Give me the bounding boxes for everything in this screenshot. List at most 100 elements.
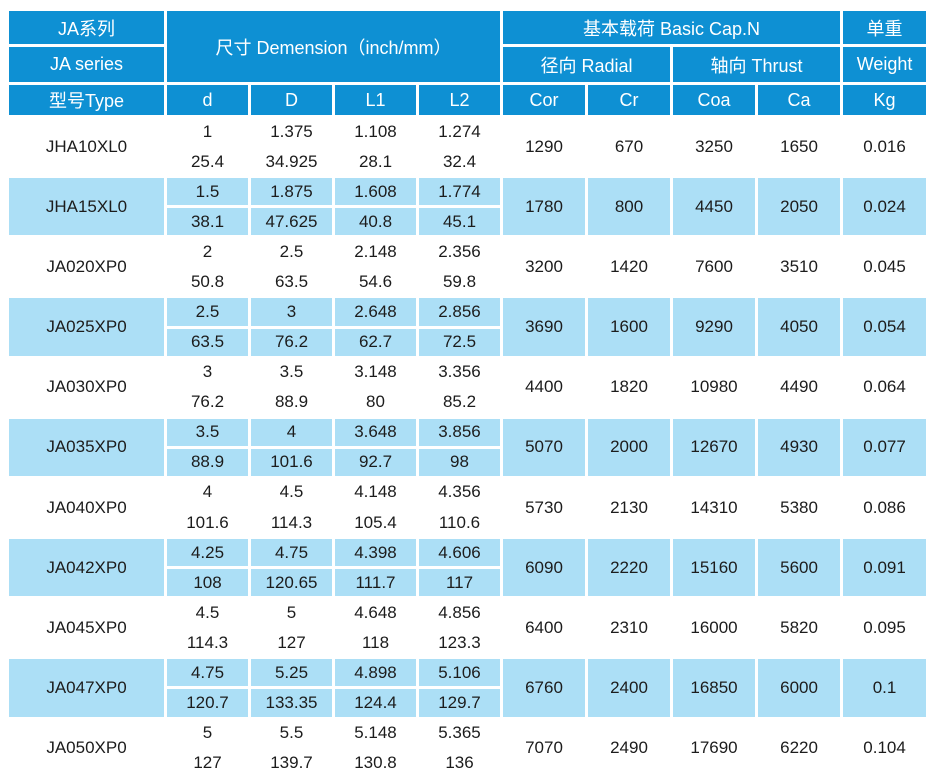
dim-mm-cell: 50.8 bbox=[164, 265, 251, 299]
table-row: JA047XP0 4.75 5.25 4.898 5.106 6760 2400 16850 6… bbox=[6, 656, 930, 720]
dim-inch-cell: 3.648 bbox=[332, 415, 419, 449]
dim-inch-cell: 4.398 bbox=[332, 536, 419, 570]
model-cell: JHA10XL0 bbox=[6, 114, 167, 179]
model-cell: JA047XP0 bbox=[6, 656, 167, 720]
dim-inch-cell: 5.365 bbox=[416, 716, 503, 750]
ca-cell: 2050 bbox=[754, 175, 844, 239]
ca-cell: 6220 bbox=[754, 716, 844, 781]
dim-inch-cell: 4.898 bbox=[332, 656, 419, 690]
dim-mm-cell: 63.5 bbox=[164, 325, 251, 359]
ca-cell: 4490 bbox=[754, 355, 844, 419]
dim-mm-cell: 34.925 bbox=[248, 145, 335, 179]
col-header-D: D bbox=[248, 82, 335, 118]
coa-cell: 10980 bbox=[670, 355, 758, 419]
bearing-spec-table: JA系列 尺寸 Demension（inch/mm） 基本载荷 Basic Ca… bbox=[6, 8, 930, 781]
ca-cell: 3510 bbox=[754, 235, 844, 299]
model-cell: JA045XP0 bbox=[6, 596, 167, 660]
coa-cell: 9290 bbox=[670, 295, 758, 359]
table-row: JA040XP0 4 4.5 4.148 4.356 5730 2130 14310 5380 0… bbox=[6, 475, 930, 540]
weight-header-cn: 单重 bbox=[840, 8, 930, 47]
dim-inch-cell: 1.774 bbox=[416, 175, 503, 209]
dim-inch-cell: 2.5 bbox=[164, 295, 251, 329]
table-row: JA020XP0 2 2.5 2.148 2.356 3200 1420 7600 3510 0.… bbox=[6, 235, 930, 299]
dim-mm-cell: 62.7 bbox=[332, 325, 419, 359]
dim-inch-cell: 4.606 bbox=[416, 536, 503, 570]
coa-cell: 14310 bbox=[670, 475, 758, 540]
model-cell: JA025XP0 bbox=[6, 295, 167, 359]
cor-cell: 6090 bbox=[500, 536, 588, 600]
kg-cell: 0.064 bbox=[840, 355, 930, 419]
dim-inch-cell: 4.648 bbox=[332, 596, 419, 630]
col-header-type: 型号Type bbox=[6, 82, 167, 118]
table-row: 88.9 101.6 92.7 98 bbox=[8, 445, 928, 479]
col-header-cor: Cor bbox=[500, 82, 588, 118]
cor-cell: 6400 bbox=[500, 596, 588, 660]
dim-inch-cell: 4 bbox=[248, 415, 335, 449]
cor-cell: 3200 bbox=[500, 235, 588, 299]
cor-cell: 3690 bbox=[500, 295, 588, 359]
dim-mm-cell: 88.9 bbox=[248, 385, 335, 419]
dim-inch-cell: 5.5 bbox=[248, 716, 335, 750]
dim-mm-cell: 108 bbox=[164, 566, 251, 600]
cor-cell: 6760 bbox=[500, 656, 588, 720]
coa-cell: 16850 bbox=[670, 656, 758, 720]
dim-mm-cell: 117 bbox=[416, 566, 503, 600]
table-row: 25.4 34.925 28.1 32.4 bbox=[8, 145, 928, 179]
dim-inch-cell: 2.856 bbox=[416, 295, 503, 329]
ca-cell: 5820 bbox=[754, 596, 844, 660]
cor-cell: 5070 bbox=[500, 415, 588, 479]
table-row: JHA15XL0 1.5 1.875 1.608 1.774 1780 800 4450 205… bbox=[6, 175, 930, 239]
table-row: 63.5 76.2 62.7 72.5 bbox=[8, 325, 928, 359]
dim-inch-cell: 4.25 bbox=[164, 536, 251, 570]
table-row: JA025XP0 2.5 3 2.648 2.856 3690 1600 9290 4050 0.… bbox=[6, 295, 930, 359]
dim-inch-cell: 4 bbox=[164, 475, 251, 510]
table-row: 38.1 47.625 40.8 45.1 bbox=[8, 205, 928, 239]
cor-cell: 7070 bbox=[500, 716, 588, 781]
dim-inch-cell: 3.356 bbox=[416, 355, 503, 389]
col-header-d: d bbox=[164, 82, 251, 118]
ca-cell: 1650 bbox=[754, 114, 844, 179]
kg-cell: 0.054 bbox=[840, 295, 930, 359]
dim-mm-cell: 105.4 bbox=[332, 506, 419, 540]
dim-mm-cell: 76.2 bbox=[248, 325, 335, 359]
dim-mm-cell: 80 bbox=[332, 385, 419, 419]
table-row: JA045XP0 4.5 5 4.648 4.856 6400 2310 16000 5820 0… bbox=[6, 596, 930, 660]
dim-mm-cell: 59.8 bbox=[416, 265, 503, 299]
kg-cell: 0.045 bbox=[840, 235, 930, 299]
cr-cell: 800 bbox=[585, 175, 673, 239]
radial-header: 径向 Radial bbox=[500, 44, 673, 85]
table-row: JHA10XL0 1 1.375 1.108 1.274 1290 670 3250 1650 0… bbox=[6, 114, 930, 179]
ca-cell: 4930 bbox=[754, 415, 844, 479]
dim-mm-cell: 101.6 bbox=[248, 445, 335, 479]
dim-mm-cell: 123.3 bbox=[416, 626, 503, 660]
dim-inch-cell: 4.148 bbox=[332, 475, 419, 510]
dim-inch-cell: 5 bbox=[248, 596, 335, 630]
dim-mm-cell: 76.2 bbox=[164, 385, 251, 419]
series-name-en: JA series bbox=[6, 44, 167, 85]
cr-cell: 2130 bbox=[585, 475, 673, 540]
ca-cell: 5600 bbox=[754, 536, 844, 600]
dim-mm-cell: 25.4 bbox=[164, 145, 251, 179]
cr-cell: 2400 bbox=[585, 656, 673, 720]
dim-mm-cell: 38.1 bbox=[164, 205, 251, 239]
dim-mm-cell: 63.5 bbox=[248, 265, 335, 299]
dim-inch-cell: 1.108 bbox=[332, 114, 419, 149]
ca-cell: 6000 bbox=[754, 656, 844, 720]
dim-inch-cell: 4.75 bbox=[248, 536, 335, 570]
dim-mm-cell: 54.6 bbox=[332, 265, 419, 299]
dim-inch-cell: 1.5 bbox=[164, 175, 251, 209]
cr-cell: 670 bbox=[585, 114, 673, 179]
dim-mm-cell: 114.3 bbox=[164, 626, 251, 660]
model-cell: JA050XP0 bbox=[6, 716, 167, 781]
dim-mm-cell: 136 bbox=[416, 746, 503, 781]
dim-mm-cell: 110.6 bbox=[416, 506, 503, 540]
cor-cell: 4400 bbox=[500, 355, 588, 419]
table-body: JHA10XL0 1 1.375 1.108 1.274 1290 670 3250 1650 0… bbox=[6, 114, 930, 781]
dim-inch-cell: 1 bbox=[164, 114, 251, 149]
dim-inch-cell: 3.5 bbox=[248, 355, 335, 389]
coa-cell: 15160 bbox=[670, 536, 758, 600]
dim-mm-cell: 127 bbox=[248, 626, 335, 660]
dim-mm-cell: 120.7 bbox=[164, 686, 251, 720]
kg-cell: 0.086 bbox=[840, 475, 930, 540]
dim-inch-cell: 2.5 bbox=[248, 235, 335, 269]
